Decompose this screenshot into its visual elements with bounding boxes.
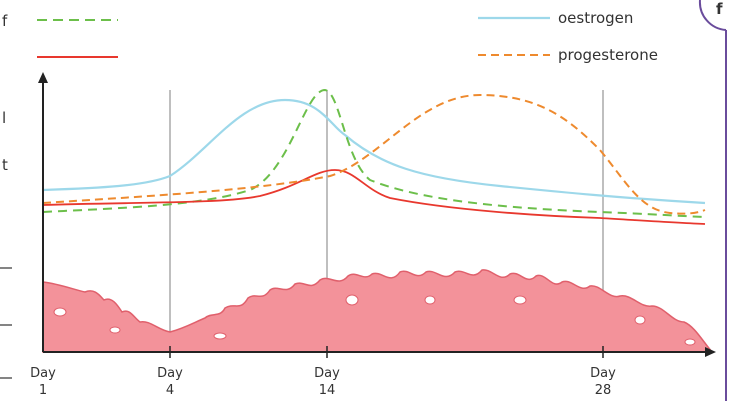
- day-number: 1: [39, 383, 47, 398]
- day-label: Day: [30, 366, 56, 381]
- day-number: 28: [595, 383, 612, 398]
- day-label: Day: [314, 366, 340, 381]
- day-label: Day: [590, 366, 616, 381]
- day-number: 4: [166, 383, 174, 398]
- legend-label: progesterone: [558, 46, 658, 64]
- day-label: Day: [157, 366, 183, 381]
- endometrium: [42, 269, 714, 353]
- margin-fragment: l: [2, 109, 6, 127]
- margin-fragment: t: [2, 156, 8, 174]
- endometrium-holes: [53, 294, 696, 346]
- oestrogen-curve: [42, 98, 706, 205]
- corner-arc: [698, 0, 727, 31]
- progesterone-curve: [42, 93, 706, 215]
- legend-label: oestrogen: [558, 9, 633, 27]
- fsh-curve: [42, 169, 706, 225]
- margin-fragment: f: [2, 12, 8, 30]
- day-number: 14: [319, 383, 336, 398]
- lh-curve: [42, 88, 706, 218]
- x-arrow: [705, 347, 716, 357]
- corner-label: f: [716, 0, 723, 18]
- y-arrow: [38, 72, 48, 83]
